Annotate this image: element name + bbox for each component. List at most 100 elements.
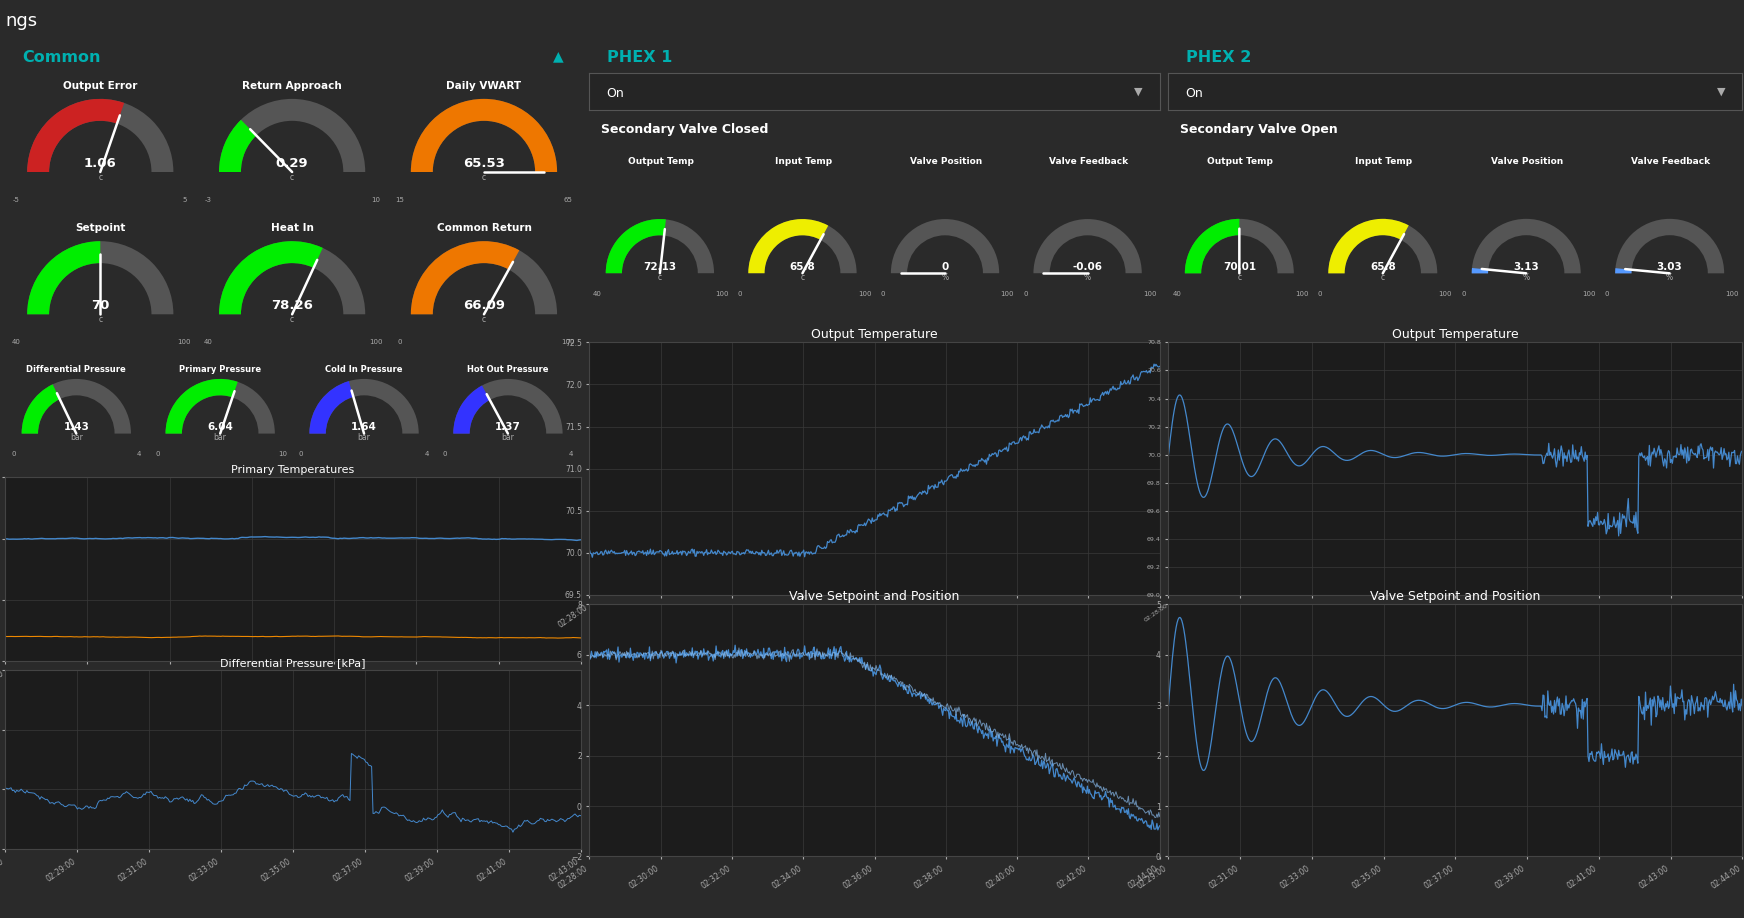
Text: 100: 100 (178, 339, 192, 345)
Text: 0: 0 (155, 452, 159, 457)
Text: Hot Out Pressure: Hot Out Pressure (467, 364, 549, 374)
Wedge shape (220, 241, 364, 314)
Text: c: c (1236, 273, 1242, 282)
Text: 1.06: 1.06 (84, 157, 117, 170)
Text: Primary Pressure: Primary Pressure (180, 364, 262, 374)
Text: 78.26: 78.26 (270, 299, 314, 312)
Text: -3: -3 (204, 196, 211, 203)
Wedge shape (220, 241, 323, 314)
Text: 65: 65 (563, 196, 572, 203)
Text: 0: 0 (1604, 291, 1610, 297)
Text: c: c (98, 173, 103, 182)
Text: Valve Feedback: Valve Feedback (1631, 157, 1711, 165)
Text: -5: -5 (12, 196, 19, 203)
Wedge shape (28, 99, 124, 172)
Text: 40: 40 (204, 339, 213, 345)
Text: 0: 0 (298, 452, 303, 457)
Text: 66.09: 66.09 (462, 299, 506, 312)
Text: 1.64: 1.64 (351, 422, 377, 432)
Text: 100: 100 (1582, 291, 1596, 297)
Text: 0: 0 (1024, 291, 1027, 297)
Text: Input Temp: Input Temp (774, 157, 832, 165)
Text: c: c (290, 315, 295, 324)
Wedge shape (1034, 219, 1142, 274)
Wedge shape (605, 219, 666, 274)
Text: 100: 100 (715, 291, 729, 297)
Text: Common: Common (23, 50, 101, 65)
Text: Heat In: Heat In (270, 223, 314, 233)
Wedge shape (166, 379, 237, 433)
Text: Setpoint: Setpoint (75, 223, 126, 233)
Text: 3.03: 3.03 (1657, 262, 1683, 272)
Text: 0.29: 0.29 (276, 157, 309, 170)
Wedge shape (1329, 218, 1409, 274)
Text: 40: 40 (1172, 291, 1181, 297)
Wedge shape (1184, 218, 1294, 274)
Text: Secondary Valve Closed: Secondary Valve Closed (602, 123, 769, 136)
Wedge shape (28, 241, 101, 314)
Wedge shape (21, 385, 59, 433)
Text: 70.01: 70.01 (1223, 262, 1256, 272)
Text: %: % (1666, 273, 1672, 282)
Title: Output Temperature: Output Temperature (811, 329, 938, 341)
Wedge shape (412, 241, 556, 314)
Wedge shape (1615, 268, 1632, 274)
Text: 100: 100 (858, 291, 872, 297)
Text: Output Error: Output Error (63, 81, 138, 91)
Text: 0: 0 (881, 291, 884, 297)
Text: c: c (481, 315, 487, 324)
Text: 10: 10 (371, 196, 380, 203)
Wedge shape (28, 99, 173, 172)
Text: Valve Position: Valve Position (910, 157, 982, 165)
Text: Output Temp: Output Temp (1207, 157, 1273, 165)
Wedge shape (412, 99, 556, 172)
Wedge shape (412, 99, 556, 172)
Text: 100: 100 (1142, 291, 1156, 297)
Text: c: c (657, 273, 663, 282)
Text: PHEX 2: PHEX 2 (1186, 50, 1250, 65)
Text: bar: bar (215, 433, 227, 442)
Text: 70: 70 (91, 299, 110, 312)
Text: bar: bar (358, 433, 370, 442)
Text: 0: 0 (738, 291, 743, 297)
Text: 0: 0 (942, 262, 949, 272)
Text: 5: 5 (181, 196, 187, 203)
Text: PHEX 1: PHEX 1 (607, 50, 671, 65)
Text: 1.43: 1.43 (63, 422, 89, 432)
Wedge shape (891, 219, 999, 274)
Text: %: % (1523, 273, 1529, 282)
Text: ngs: ngs (5, 12, 37, 30)
Text: bar: bar (502, 433, 514, 442)
Text: 0: 0 (443, 452, 446, 457)
Text: 100: 100 (1001, 291, 1013, 297)
Text: Cold In Pressure: Cold In Pressure (326, 364, 403, 374)
Text: ▼: ▼ (1716, 87, 1725, 96)
Wedge shape (453, 379, 563, 433)
Text: Valve Position: Valve Position (1491, 157, 1563, 165)
Text: 6.04: 6.04 (208, 422, 234, 432)
Wedge shape (28, 241, 173, 314)
Wedge shape (220, 99, 364, 172)
Text: 1.37: 1.37 (495, 422, 521, 432)
Text: 0: 0 (10, 452, 16, 457)
Text: Differential Pressure: Differential Pressure (26, 364, 126, 374)
Text: Output Temp: Output Temp (628, 157, 694, 165)
Text: 100: 100 (1296, 291, 1308, 297)
Wedge shape (166, 379, 276, 433)
Wedge shape (748, 219, 828, 274)
Wedge shape (1184, 218, 1240, 274)
Wedge shape (1472, 268, 1488, 274)
Text: 65.8: 65.8 (1369, 262, 1395, 272)
Text: Secondary Valve Open: Secondary Valve Open (1181, 123, 1338, 136)
Text: c: c (481, 173, 487, 182)
Text: 100: 100 (370, 339, 384, 345)
Title: Primary Temperatures: Primary Temperatures (232, 465, 354, 476)
Wedge shape (412, 241, 520, 314)
Wedge shape (1472, 218, 1580, 274)
Wedge shape (453, 386, 490, 433)
Text: Common Return: Common Return (436, 223, 532, 233)
Wedge shape (220, 120, 256, 172)
Title: Differential Pressure [kPa]: Differential Pressure [kPa] (220, 658, 366, 668)
Text: Return Approach: Return Approach (242, 81, 342, 91)
Text: On: On (607, 87, 624, 100)
